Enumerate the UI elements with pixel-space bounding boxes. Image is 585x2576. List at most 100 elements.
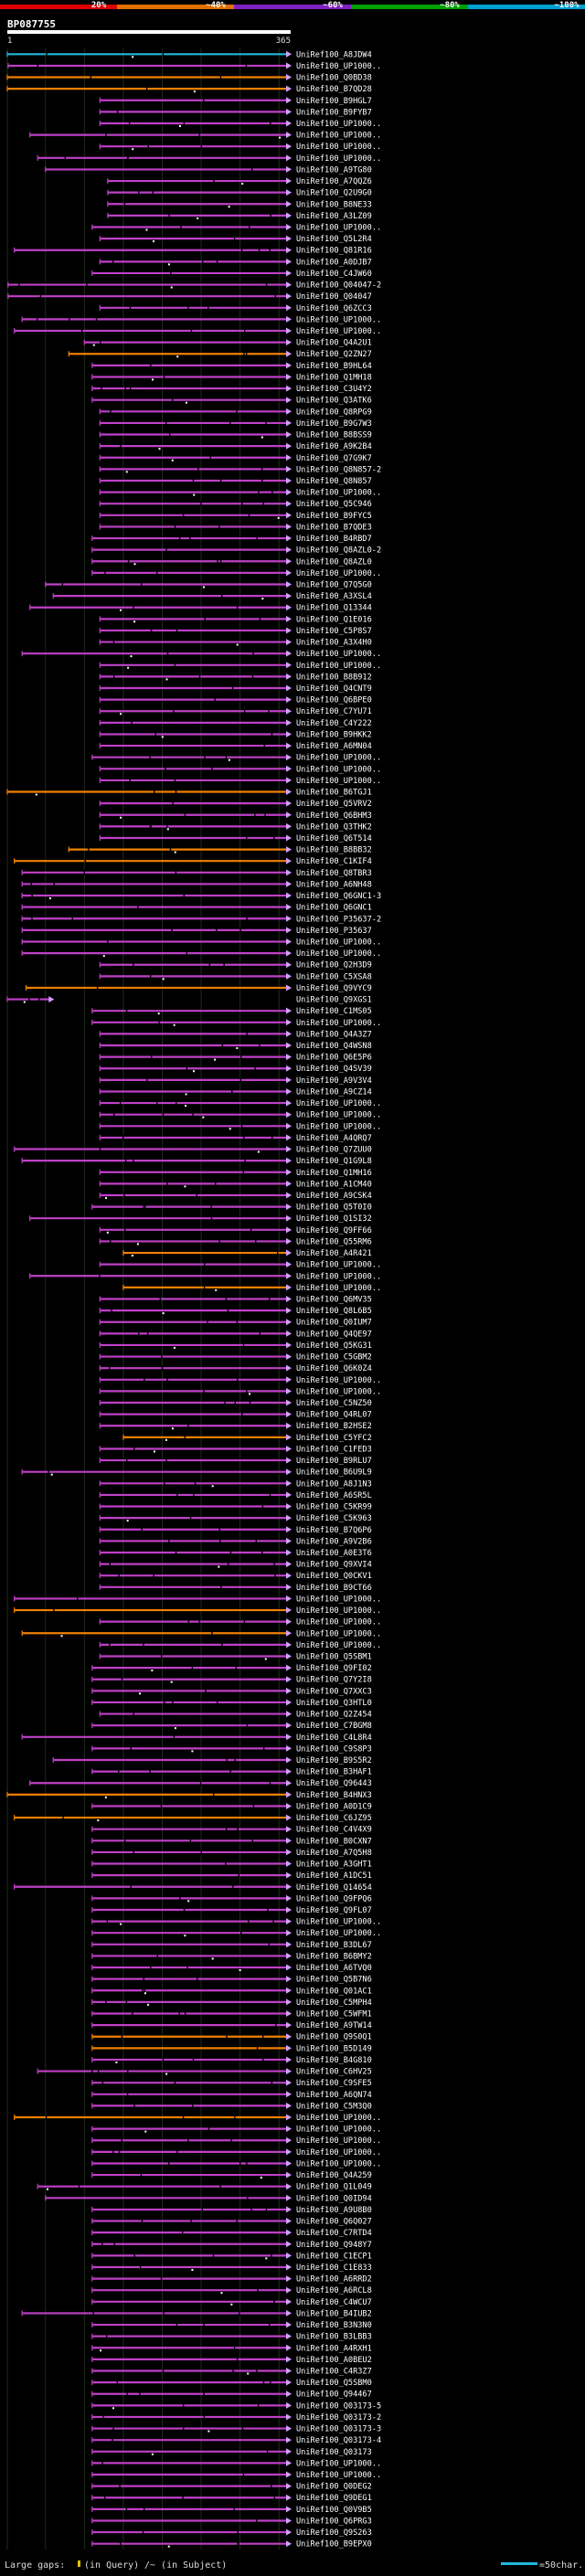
hit-row[interactable]: UniRef100_Q0BD38 xyxy=(6,74,372,83)
hit-label[interactable]: UniRef100_C4WCU7 xyxy=(296,2298,372,2307)
hit-label[interactable]: UniRef100_C4Y222 xyxy=(296,719,372,728)
hit-label[interactable]: UniRef100_Q5T0I0 xyxy=(296,1203,372,1213)
hit-row[interactable]: UniRef100_Q8N857-2 xyxy=(99,465,381,474)
hit-label[interactable]: UniRef100_C5WFM1 xyxy=(296,2010,372,2019)
hit-label[interactable]: UniRef100_A9TW14 xyxy=(296,2021,372,2030)
hit-row[interactable]: UniRef100_Q9FL07 xyxy=(91,1906,372,1915)
hit-label[interactable]: UniRef100_B3DL67 xyxy=(296,1941,372,1950)
hit-label[interactable]: UniRef100_B7Q6P6 xyxy=(296,1526,372,1535)
hit-row[interactable]: UniRef100_Q9FF66 xyxy=(99,1226,372,1235)
hit-label[interactable]: UniRef100_B4RBD7 xyxy=(296,535,372,544)
hit-row[interactable]: UniRef100_UP1000.. xyxy=(99,143,381,152)
hit-label[interactable]: UniRef100_Q14654 xyxy=(296,1883,372,1892)
hit-row[interactable]: UniRef100_Q8N857 xyxy=(99,477,372,486)
hit-label[interactable]: UniRef100_C6JZ95 xyxy=(296,1814,372,1823)
hit-label[interactable]: UniRef100_A6RCL8 xyxy=(296,2286,372,2295)
hit-row[interactable]: UniRef100_Q948Y7 xyxy=(91,2241,372,2250)
hit-label[interactable]: UniRef100_A0DJB7 xyxy=(296,258,372,267)
hit-label[interactable]: UniRef100_C5XSA8 xyxy=(296,972,372,981)
hit-row[interactable]: UniRef100_UP1000.. xyxy=(91,1918,381,1927)
hit-row[interactable]: UniRef100_UP1000.. xyxy=(99,1618,381,1627)
hit-label[interactable]: UniRef100_A6SR5L xyxy=(296,1491,372,1500)
hit-row[interactable]: UniRef100_UP1000.. xyxy=(14,327,381,336)
hit-row[interactable]: UniRef100_Q01AC1 xyxy=(91,1987,372,1996)
hit-label[interactable]: UniRef100_UP1000.. xyxy=(296,1122,381,1131)
hit-row[interactable]: UniRef100_C5P8S7 xyxy=(99,627,372,636)
hit-row[interactable]: UniRef100_UP1000.. xyxy=(99,489,381,498)
hit-label[interactable]: UniRef100_Q2Z454 xyxy=(296,1711,372,1720)
hit-row[interactable]: UniRef100_Q0CKV1 xyxy=(99,1572,372,1581)
hit-row[interactable]: UniRef100_A0D1C9 xyxy=(91,1802,372,1811)
hit-label[interactable]: UniRef100_B6TGJ1 xyxy=(296,789,372,798)
hit-label[interactable]: UniRef100_Q0V9B5 xyxy=(296,2506,372,2515)
hit-row[interactable]: UniRef100_UP1000.. xyxy=(91,2459,381,2468)
hit-row[interactable]: UniRef100_Q9FPQ6 xyxy=(91,1894,372,1903)
hit-label[interactable]: UniRef100_Q0BD38 xyxy=(296,74,372,83)
hit-label[interactable]: UniRef100_UP1000.. xyxy=(296,120,381,129)
hit-row[interactable]: UniRef100_Q5B7N6 xyxy=(91,1976,372,1985)
hit-label[interactable]: UniRef100_Q13344 xyxy=(296,604,372,613)
hit-row[interactable]: UniRef100_Q4SV39 xyxy=(99,1065,372,1074)
hit-label[interactable]: UniRef100_UP1000.. xyxy=(296,62,381,71)
hit-row[interactable]: UniRef100_Q8TBR3 xyxy=(21,869,372,878)
hit-label[interactable]: UniRef100_A8JDW4 xyxy=(296,50,372,59)
hit-row[interactable]: UniRef100_Q5C946 xyxy=(99,500,372,509)
hit-row[interactable]: UniRef100_Q5L2R4 xyxy=(99,235,372,244)
hit-row[interactable]: UniRef100_B0CXN7 xyxy=(91,1837,372,1846)
hit-label[interactable]: UniRef100_Q5SBM0 xyxy=(296,2379,372,2388)
hit-row[interactable]: UniRef100_Q5SBM0 xyxy=(91,2379,372,2388)
hit-row[interactable]: UniRef100_B4IUB2 xyxy=(21,2309,372,2318)
hit-label[interactable]: UniRef100_UP1000.. xyxy=(296,143,381,152)
hit-label[interactable]: UniRef100_Q6BPE0 xyxy=(296,696,372,705)
hit-row[interactable]: UniRef100_UP1000.. xyxy=(91,224,381,233)
hit-label[interactable]: UniRef100_C3U4Y2 xyxy=(296,385,372,394)
hit-row[interactable]: UniRef100_Q2U9G0 xyxy=(107,189,372,198)
hit-label[interactable]: UniRef100_C6HV25 xyxy=(296,2068,372,2077)
hit-label[interactable]: UniRef100_C7RTD4 xyxy=(296,2229,372,2238)
hit-row[interactable]: UniRef100_Q5VRV2 xyxy=(99,800,372,809)
hit-row[interactable]: UniRef100_Q5KG31 xyxy=(99,1341,372,1351)
hit-label[interactable]: UniRef100_B9FYC5 xyxy=(296,512,372,521)
hit-label[interactable]: UniRef100_Q1SI32 xyxy=(296,1214,372,1224)
hit-label[interactable]: UniRef100_C9S8P3 xyxy=(296,1744,372,1754)
hit-row[interactable]: UniRef100_C5XSA8 xyxy=(99,972,372,981)
hit-row[interactable]: UniRef100_C5K963 xyxy=(99,1514,372,1523)
hit-label[interactable]: UniRef100_Q0ID94 xyxy=(296,2194,372,2203)
hit-label[interactable]: UniRef100_Q5SBM1 xyxy=(296,1653,372,1662)
hit-label[interactable]: UniRef100_B2HSE2 xyxy=(296,1422,372,1431)
hit-label[interactable]: UniRef100_Q9S263 xyxy=(296,2528,372,2538)
hit-label[interactable]: UniRef100_Q6BHM3 xyxy=(296,811,372,821)
hit-label[interactable]: UniRef100_UP1000.. xyxy=(296,1929,381,1938)
hit-label[interactable]: UniRef100_B9EPX0 xyxy=(296,2540,372,2549)
hit-label[interactable]: UniRef100_C4R3Z7 xyxy=(296,2368,372,2377)
hit-label[interactable]: UniRef100_A9TG80 xyxy=(296,165,372,175)
hit-row[interactable]: UniRef100_Q03173-4 xyxy=(91,2436,381,2445)
hit-row[interactable]: UniRef100_Q7Y2I8 xyxy=(91,1676,372,1685)
hit-row[interactable]: UniRef100_A9V3V4 xyxy=(99,1076,372,1086)
hit-row[interactable]: UniRef100_UP1000.. xyxy=(99,1641,381,1650)
hit-row[interactable]: UniRef100_Q9XVI4 xyxy=(99,1561,372,1570)
hit-row[interactable]: UniRef100_UP1000.. xyxy=(91,1929,381,1938)
hit-label[interactable]: UniRef100_B3N3N0 xyxy=(296,2321,372,2330)
hit-label[interactable]: UniRef100_UP1000.. xyxy=(296,1641,381,1650)
hit-row[interactable]: UniRef100_Q04047-2 xyxy=(7,281,381,291)
hit-row[interactable]: UniRef100_Q0V9B5 xyxy=(91,2506,372,2515)
hit-row[interactable]: UniRef100_Q9DEG1 xyxy=(91,2494,372,2503)
hit-row[interactable]: UniRef100_B4RBD7 xyxy=(91,535,372,544)
hit-row[interactable]: UniRef100_B9S5R2 xyxy=(52,1756,372,1765)
hit-row[interactable]: UniRef100_A6MN04 xyxy=(99,742,372,751)
hit-label[interactable]: UniRef100_B5D149 xyxy=(296,2044,372,2053)
hit-label[interactable]: UniRef100_B6BMY2 xyxy=(296,1952,372,1961)
hit-row[interactable]: UniRef100_A8J1N3 xyxy=(99,1479,372,1489)
hit-row[interactable]: UniRef100_Q9VYC9 xyxy=(25,984,372,993)
hit-label[interactable]: UniRef100_C7YU71 xyxy=(296,707,372,716)
hit-label[interactable]: UniRef100_Q8N857 xyxy=(296,477,372,486)
hit-row[interactable]: UniRef100_C4Y222 xyxy=(99,719,372,728)
hit-row[interactable]: UniRef100_UP1000.. xyxy=(21,949,381,959)
hit-label[interactable]: UniRef100_Q9S0Q1 xyxy=(296,2033,372,2042)
hit-row[interactable]: UniRef100_UP1000.. xyxy=(37,154,381,164)
hit-row[interactable]: UniRef100_UP1000.. xyxy=(99,1111,381,1120)
hit-row[interactable]: UniRef100_UP1000.. xyxy=(99,1099,381,1108)
hit-row[interactable]: UniRef100_UP1000.. xyxy=(91,2136,381,2146)
hit-row[interactable]: UniRef100_UP1000.. xyxy=(91,2148,381,2157)
